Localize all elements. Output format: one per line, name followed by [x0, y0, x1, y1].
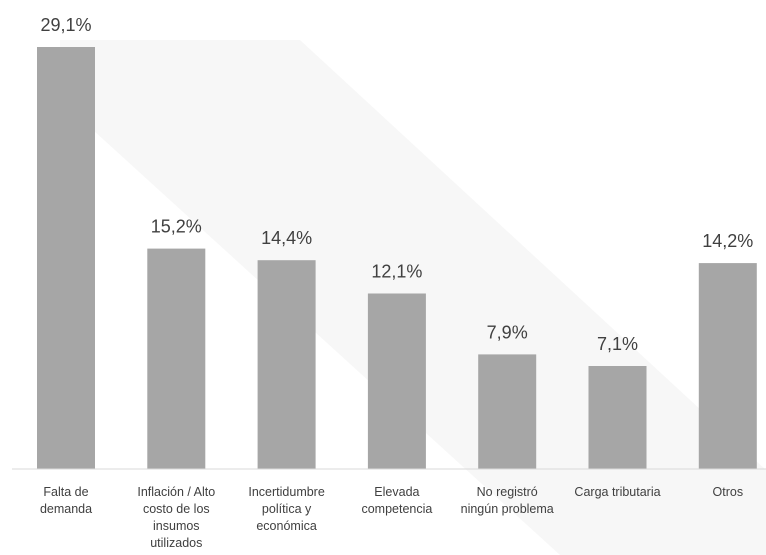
- category-label-line: ningún problema: [461, 502, 554, 516]
- category-label-line: utilizados: [150, 536, 202, 550]
- category-label-line: política y: [262, 502, 312, 516]
- category-label-7: Otros: [713, 485, 744, 499]
- bar-5: [478, 354, 537, 469]
- category-label-line: Carga tributaria: [574, 485, 660, 499]
- category-labels-group: Falta de demanda Inflación / Alto costo de …: [40, 485, 743, 550]
- category-label-line: No registró: [477, 485, 538, 499]
- value-label-4: 12,1%: [371, 262, 422, 282]
- category-label-line: competencia: [361, 502, 432, 516]
- category-label-line: insumos: [153, 519, 200, 533]
- category-label-line: Falta de: [43, 485, 88, 499]
- value-label-1: 29,1%: [40, 15, 91, 35]
- bar-1: [37, 47, 95, 469]
- value-labels-group: 29,1% 15,2% 14,4% 12,1% 7,9% 7,1% 14,2%: [40, 15, 753, 354]
- bars-group: [37, 47, 757, 469]
- value-label-2: 15,2%: [151, 217, 202, 237]
- value-label-5: 7,9%: [487, 322, 528, 342]
- category-label-line: económica: [256, 519, 316, 533]
- bar-6: [588, 366, 647, 469]
- value-label-3: 14,4%: [261, 228, 312, 248]
- category-label-2: Inflación / Alto costo de los insumos utili…: [137, 485, 215, 550]
- category-label-line: Elevada: [374, 485, 419, 499]
- category-label-line: demanda: [40, 502, 92, 516]
- category-label-4: Elevada competencia: [361, 485, 432, 516]
- value-label-6: 7,1%: [597, 334, 638, 354]
- category-label-line: costo de los: [143, 502, 210, 516]
- category-label-1: Falta de demanda: [40, 485, 92, 516]
- category-label-line: Incertidumbre: [248, 485, 324, 499]
- category-label-3: Incertidumbre política y económica: [248, 485, 324, 533]
- category-label-6: Carga tributaria: [574, 485, 660, 499]
- bar-2: [147, 248, 206, 469]
- bar-7: [698, 263, 757, 469]
- bar-3: [257, 260, 316, 469]
- bar-4: [367, 293, 426, 469]
- category-label-line: Inflación / Alto: [137, 485, 215, 499]
- value-label-7: 14,2%: [702, 231, 753, 251]
- category-label-5: No registró ningún problema: [461, 485, 554, 516]
- category-label-line: Otros: [713, 485, 744, 499]
